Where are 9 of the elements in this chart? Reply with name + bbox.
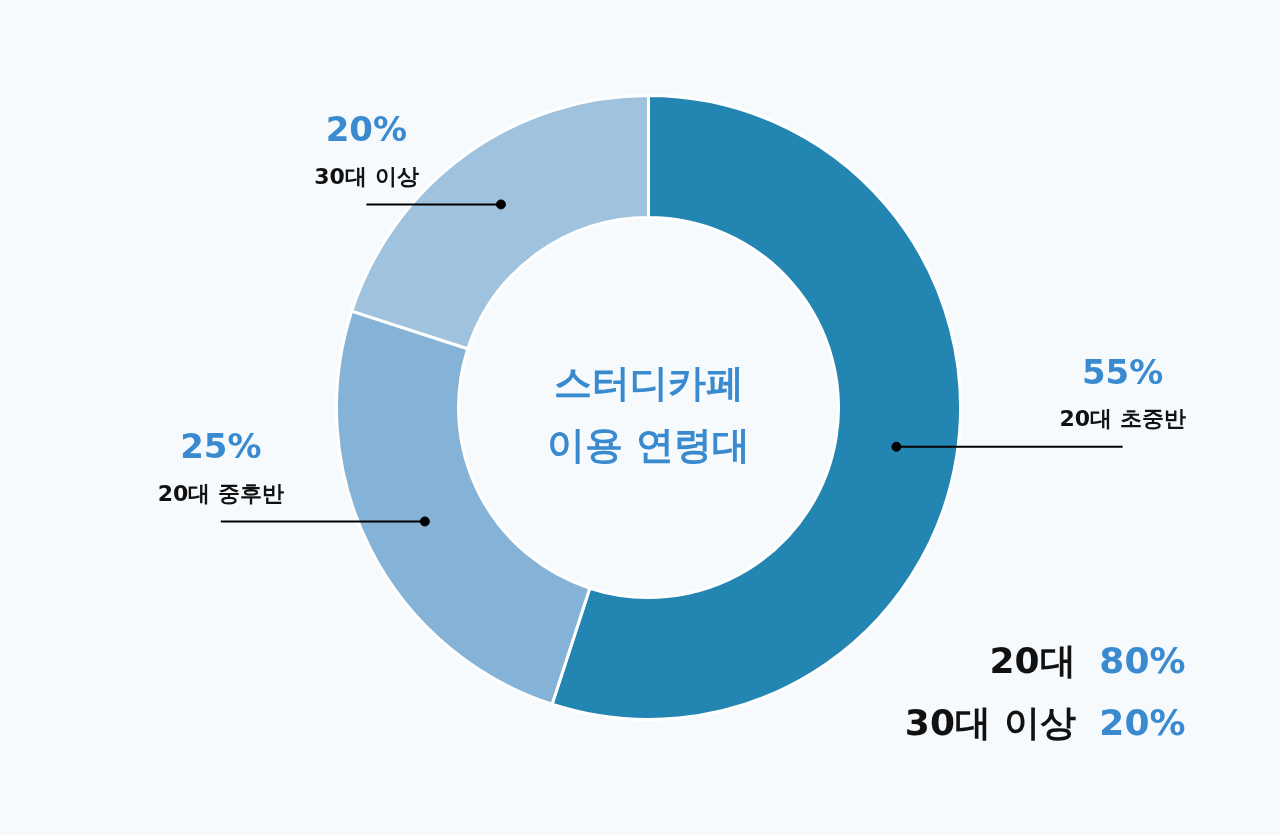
slice-label: 20대 초중반 [1059,406,1186,432]
text: 20대 80% [989,640,1186,681]
data-label: 20% [325,109,408,150]
data-label: 25% [180,426,262,467]
slice-label: 30대 이상 [314,163,419,189]
slice-label: 20대 중후반 [157,480,284,506]
text: 스터디카페 이용 연령대 [546,360,751,467]
data-label: 55% [1081,351,1164,392]
text: 30대 이상 20% [904,702,1186,743]
